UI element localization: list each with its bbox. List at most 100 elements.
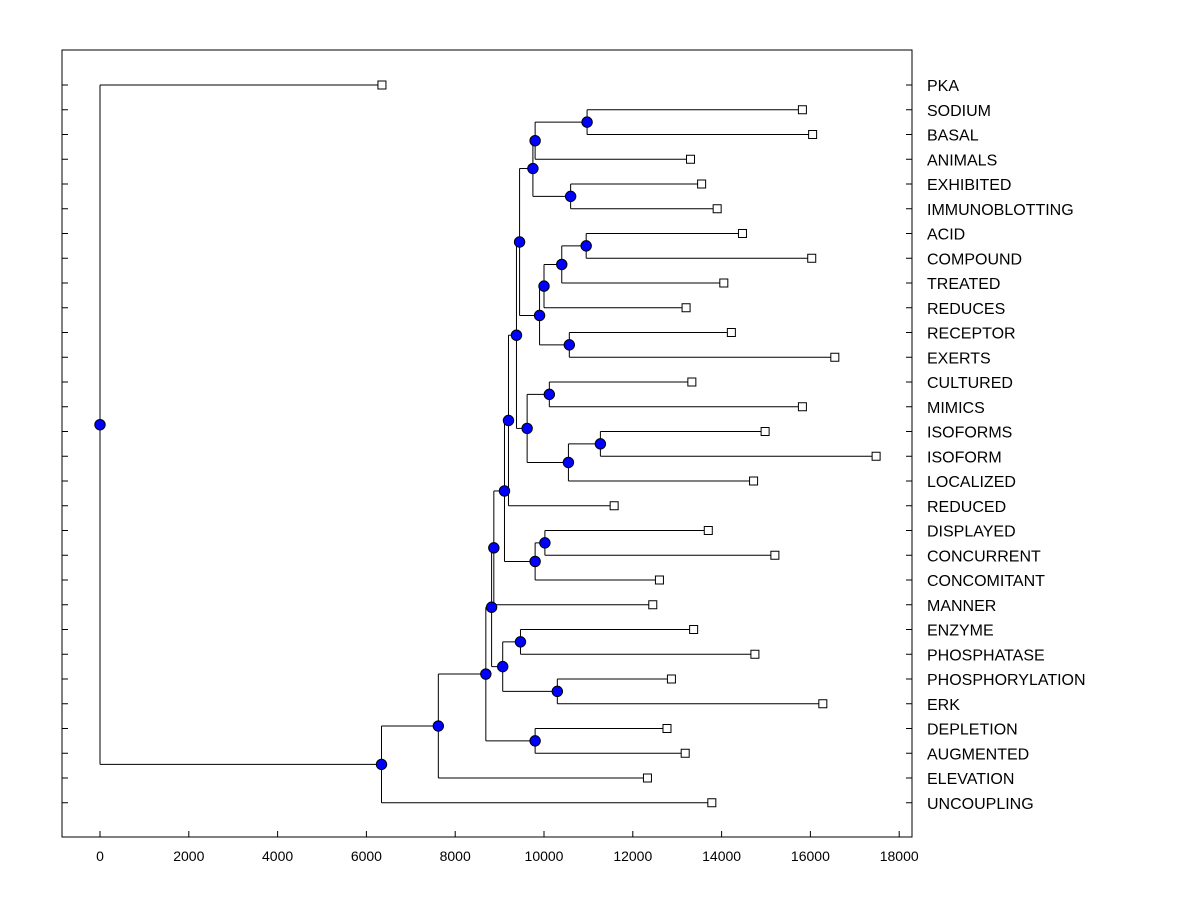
leaf-marker — [648, 600, 658, 610]
leaf-marker — [609, 501, 619, 511]
leaf-marker — [818, 699, 828, 709]
leaf-label: DISPLAYED — [927, 524, 1016, 541]
merge-node — [513, 236, 526, 248]
merge-node — [529, 134, 541, 147]
merge-node — [529, 555, 541, 568]
leaf-label: PHOSPHORYLATION — [927, 672, 1086, 689]
leaf-label: EXERTS — [927, 350, 991, 367]
leaf-label: MANNER — [927, 598, 996, 615]
merge-node — [581, 116, 593, 128]
leaf-marker — [712, 204, 722, 214]
x-tick-label: 18000 — [880, 848, 919, 864]
leaf-labels: PKA SODIUM BASAL ANIMALS EXHIBITED IMMUNOBLOT… — [927, 78, 1086, 813]
leaf-marker — [750, 649, 760, 659]
leaf-marker — [377, 80, 387, 90]
x-tick-label: 4000 — [262, 848, 293, 864]
merge-node — [514, 636, 527, 648]
leaf-label: ISOFORM — [927, 449, 1002, 466]
merge-node — [539, 537, 551, 549]
leaf-label: BASAL — [927, 128, 979, 145]
leaf-label: UNCOUPLING — [927, 796, 1034, 813]
merge-node — [498, 485, 511, 497]
leaf-marker — [707, 798, 717, 808]
merge-node — [543, 388, 556, 401]
x-tick-label: 0 — [96, 848, 104, 864]
merge-node — [521, 422, 533, 435]
leaf-label: PHOSPHATASE — [927, 647, 1045, 664]
leaf-marker — [654, 575, 664, 585]
leaf-label: MIMICS — [927, 400, 985, 417]
merge-node — [533, 309, 546, 322]
leaf-label: ANIMALS — [927, 152, 997, 169]
leaf-marker — [686, 154, 696, 164]
leaf-marker — [737, 229, 747, 238]
leaf-marker — [808, 130, 818, 139]
merge-nodes — [94, 116, 607, 771]
merge-node — [497, 660, 509, 673]
leaf-label: CONCOMITANT — [927, 573, 1045, 590]
leaf-marker — [726, 328, 736, 337]
axis-ticks — [62, 84, 912, 837]
leaf-label: REDUCED — [927, 499, 1006, 516]
x-tick-label: 12000 — [613, 848, 652, 864]
leaf-label: DEPLETION — [927, 722, 1018, 739]
leaf-marker — [687, 377, 697, 387]
leaf-label: RECEPTOR — [927, 326, 1016, 343]
leaf-label: ELEVATION — [927, 771, 1014, 788]
leaf-marker — [680, 748, 690, 758]
merge-node — [556, 258, 568, 271]
leaf-label: PKA — [927, 78, 959, 95]
leaf-marker — [770, 550, 780, 560]
merge-node — [563, 339, 576, 351]
merge-node — [564, 190, 577, 203]
x-tick-label: 16000 — [791, 848, 830, 864]
merge-node — [562, 456, 575, 469]
leaf-marker — [797, 105, 807, 115]
leaf-label: CONCURRENT — [927, 548, 1041, 565]
x-tick-label: 6000 — [351, 848, 382, 864]
x-tick-label: 10000 — [525, 848, 564, 864]
x-tick-labels: 0 2000 4000 6000 8000 10000 12000 14000 16000 180… — [96, 848, 919, 864]
leaf-marker — [719, 278, 729, 288]
leaf-label: EXHIBITED — [927, 177, 1011, 194]
merge-node — [480, 668, 492, 680]
leaf-label: REDUCES — [927, 301, 1005, 318]
leaf-marker — [662, 724, 672, 733]
merge-node — [432, 720, 445, 732]
merge-node — [510, 329, 523, 341]
leaf-marker — [749, 476, 759, 486]
x-tick-label: 2000 — [173, 848, 204, 864]
merge-node — [527, 162, 539, 175]
leaf-label: TREATED — [927, 276, 1000, 293]
merge-node — [488, 542, 500, 554]
leaf-marker — [666, 674, 676, 684]
leaf-marker — [807, 253, 817, 263]
leaf-marker — [689, 625, 699, 634]
merge-node — [502, 414, 515, 427]
leaf-label: LOCALIZED — [927, 474, 1016, 491]
merge-node — [375, 758, 388, 771]
leaf-label: IMMUNOBLOTTING — [927, 202, 1074, 219]
plot-frame — [61, 49, 913, 838]
leaf-label: ACID — [927, 227, 965, 244]
leaf-label: ISOFORMS — [927, 425, 1012, 442]
merge-node — [580, 240, 592, 252]
leaf-marker — [830, 352, 840, 362]
merge-node — [551, 685, 564, 698]
leaf-label: SODIUM — [927, 103, 991, 120]
leaf-label: AUGMENTED — [927, 746, 1029, 763]
merge-node — [594, 438, 607, 450]
leaf-marker — [760, 427, 770, 436]
leaf-markers — [377, 80, 881, 808]
leaf-label: CULTURED — [927, 375, 1013, 392]
leaf-marker — [797, 402, 807, 412]
merge-node — [538, 280, 550, 292]
merge-node — [529, 735, 541, 747]
merge-node — [94, 418, 106, 431]
leaf-marker — [697, 179, 707, 189]
x-tick-label: 8000 — [440, 848, 471, 864]
leaf-label: ENZYME — [927, 623, 994, 640]
leaf-marker — [642, 773, 652, 783]
merge-node — [485, 601, 498, 613]
